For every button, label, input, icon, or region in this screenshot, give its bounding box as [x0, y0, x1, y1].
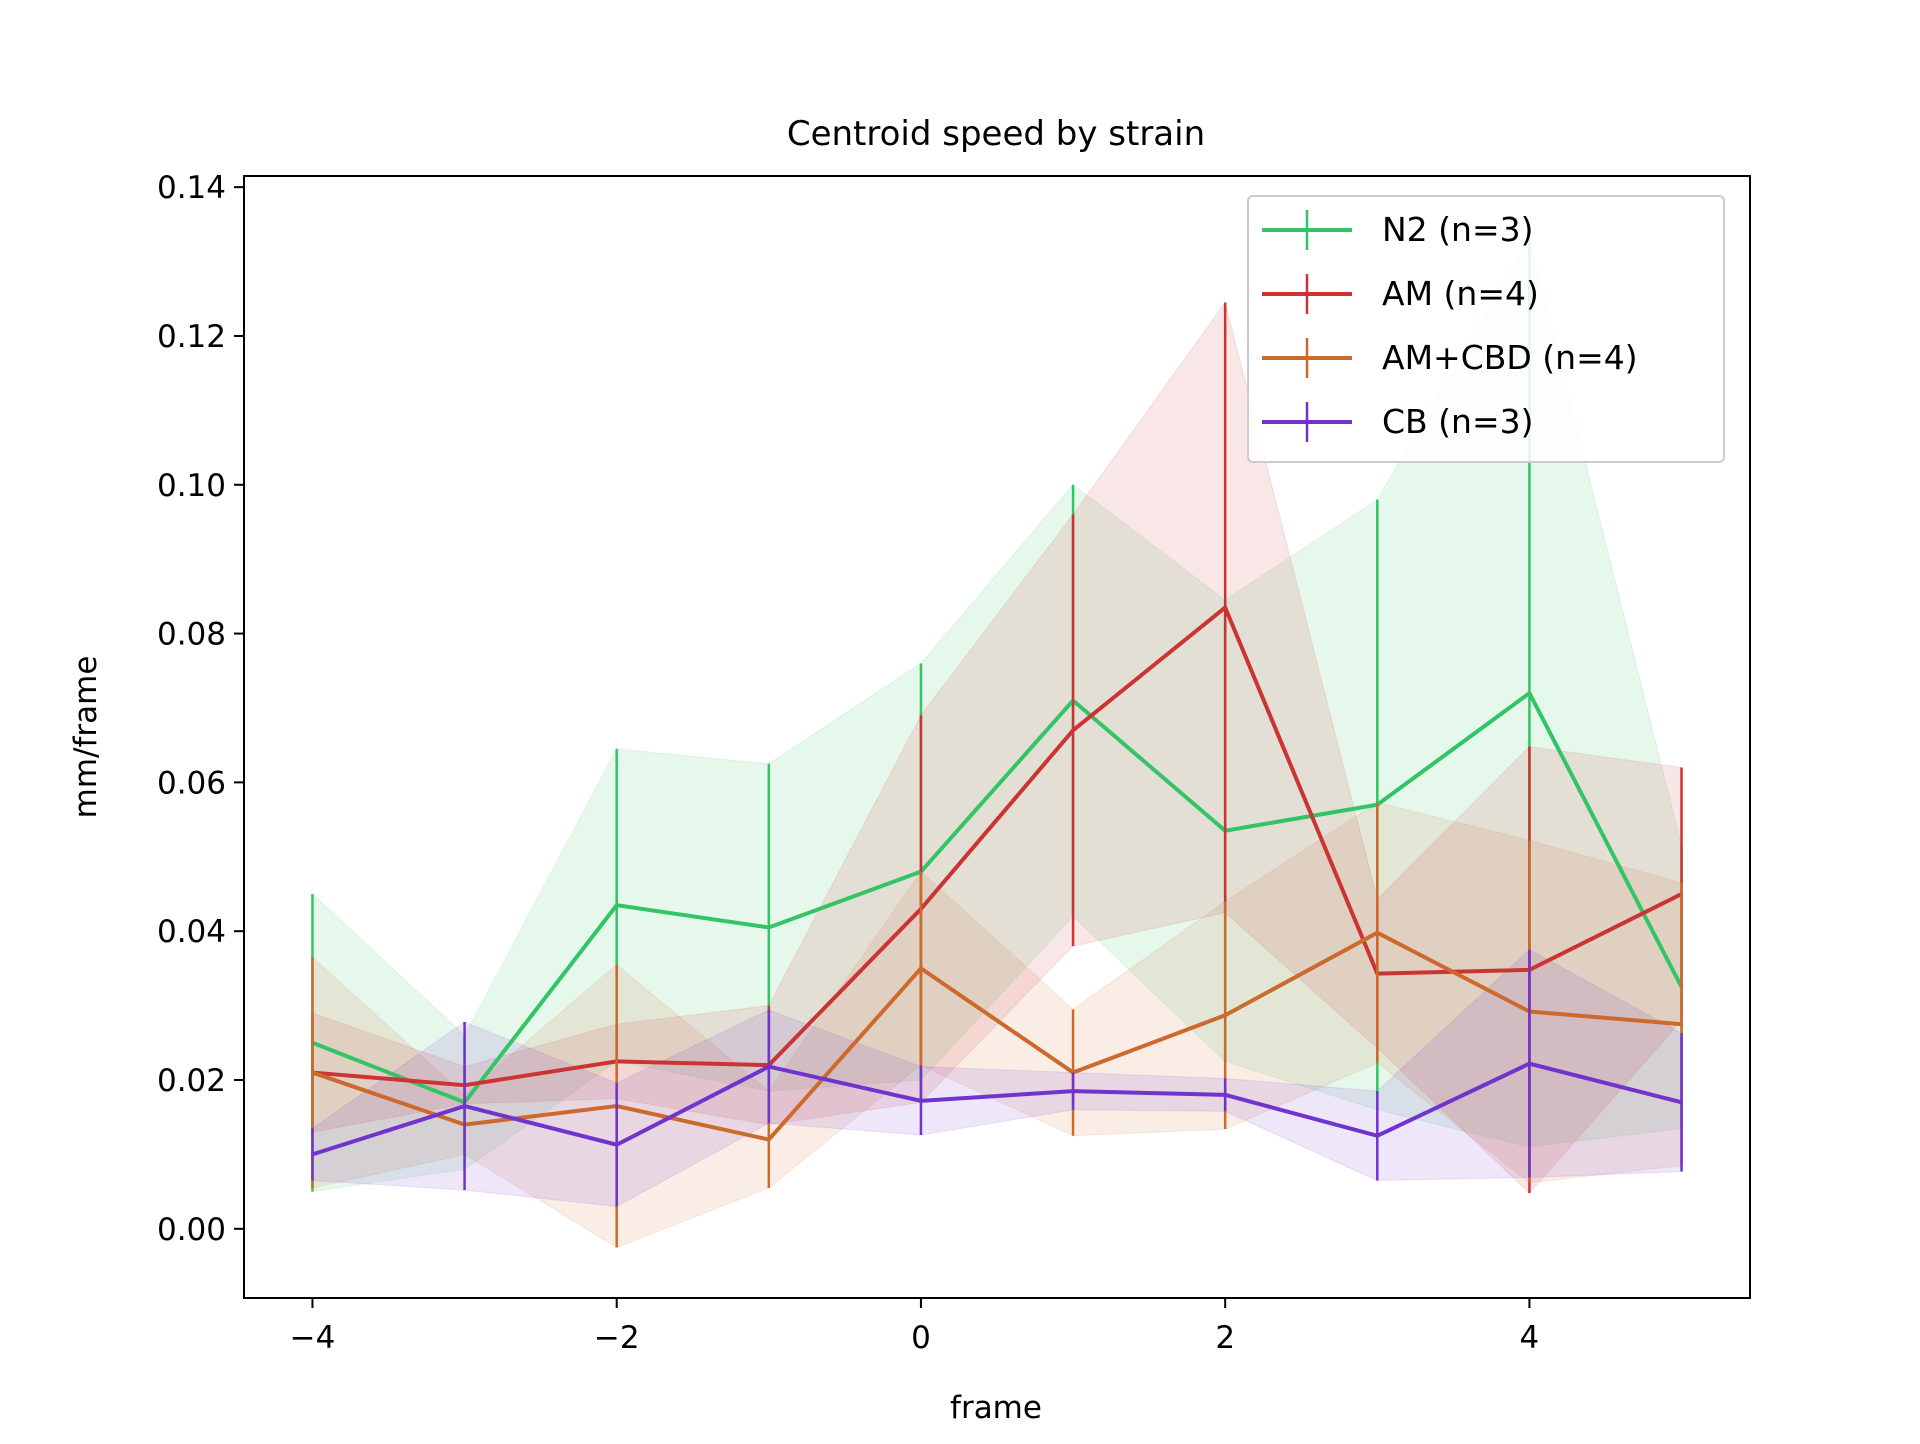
x-tick-label: 4	[1520, 1320, 1540, 1356]
data-point	[767, 1138, 771, 1142]
series-4	[310, 949, 1684, 1207]
data-point	[1223, 1013, 1227, 1017]
chart-title: Centroid speed by strain	[787, 114, 1205, 154]
data-point	[919, 966, 923, 970]
y-axis-label: mm/frame	[68, 656, 104, 819]
x-tick-label: 2	[1215, 1320, 1235, 1356]
legend-label: CB (n=3)	[1382, 402, 1533, 441]
data-point	[1223, 606, 1227, 610]
y-tick-label: 0.02	[157, 1063, 226, 1099]
x-tick-label: −4	[290, 1320, 336, 1356]
data-point	[1071, 728, 1075, 732]
data-point	[1375, 1134, 1379, 1138]
x-axis-label: frame	[950, 1390, 1042, 1426]
data-point	[615, 1143, 619, 1147]
data-point	[615, 903, 619, 907]
data-point	[1527, 1062, 1531, 1066]
legend-label: N2 (n=3)	[1382, 210, 1533, 249]
legend-item: CB (n=3)	[1262, 402, 1533, 442]
y-tick-label: 0.08	[157, 617, 226, 653]
data-point	[310, 1152, 314, 1156]
data-point	[767, 1065, 771, 1069]
data-point	[310, 1071, 314, 1075]
legend-label: AM+CBD (n=4)	[1382, 338, 1638, 377]
data-point	[767, 925, 771, 929]
data-point	[1375, 931, 1379, 935]
series-line-1	[311, 690, 1684, 1105]
data-point	[1527, 691, 1531, 695]
x-axis: −4 −2 0 2 4	[290, 1298, 1540, 1356]
data-point	[1071, 1089, 1075, 1093]
y-tick-label: 0.00	[157, 1212, 226, 1248]
y-axis: 0.00 0.02 0.04 0.06 0.08 0.10 0.12 0.14	[157, 170, 244, 1248]
plot-area	[310, 237, 1684, 1248]
x-tick-label: −2	[594, 1320, 640, 1356]
x-tick-label: 0	[911, 1320, 931, 1356]
series-line-4	[311, 1061, 1683, 1157]
data-point	[1223, 1093, 1227, 1097]
y-tick-label: 0.10	[157, 468, 226, 504]
y-tick-label: 0.06	[157, 765, 226, 801]
series-line-3	[311, 930, 1682, 1142]
legend-item: AM (n=4)	[1262, 274, 1539, 314]
data-point	[1680, 1022, 1684, 1026]
data-point	[463, 1104, 467, 1108]
legend-item: N2 (n=3)	[1262, 210, 1533, 250]
y-tick-label: 0.04	[157, 914, 226, 950]
data-point	[919, 1099, 923, 1103]
legend-box	[1247, 195, 1725, 463]
plot-frame	[243, 175, 1751, 1299]
legend-label: AM (n=4)	[1382, 274, 1539, 313]
y-tick-label: 0.14	[157, 170, 226, 206]
data-point	[1680, 1100, 1684, 1104]
legend: N2 (n=3) AM (n=4) AM+CBD (n=4) CB (n=3)	[1247, 195, 1725, 463]
y-tick-label: 0.12	[157, 319, 226, 355]
legend-item: AM+CBD (n=4)	[1262, 338, 1638, 378]
